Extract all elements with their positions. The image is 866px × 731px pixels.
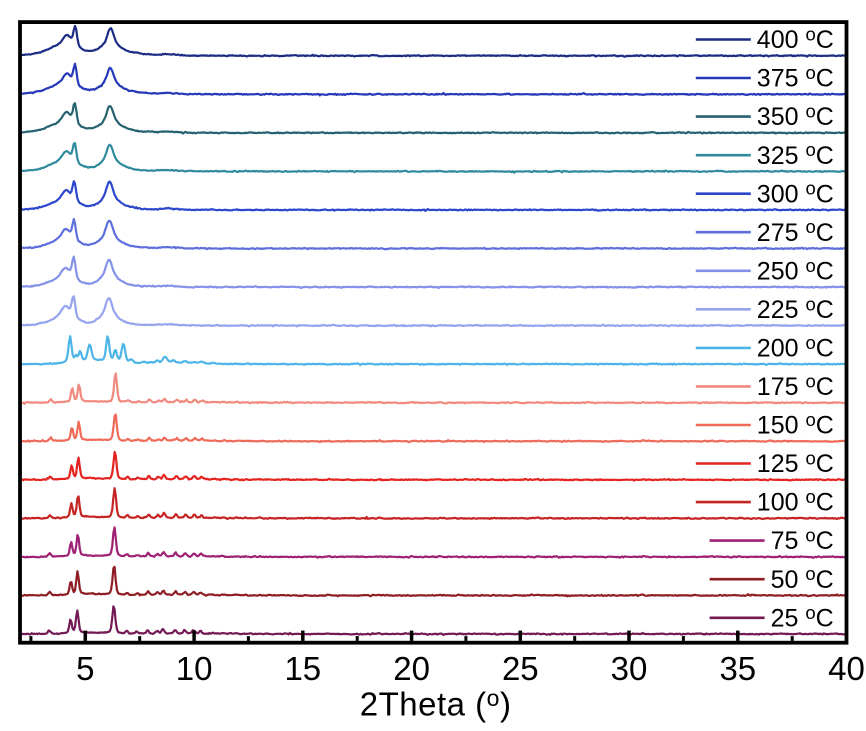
- svg-text:30: 30: [611, 650, 648, 687]
- svg-text:175 oC: 175 oC: [757, 371, 834, 402]
- svg-text:100 oC: 100 oC: [757, 486, 834, 517]
- svg-text:200 oC: 200 oC: [757, 332, 834, 363]
- svg-text:225 oC: 225 oC: [757, 293, 834, 324]
- svg-text:25: 25: [502, 650, 539, 687]
- svg-text:5: 5: [76, 650, 94, 687]
- svg-text:300 oC: 300 oC: [757, 178, 834, 209]
- svg-text:2Theta (o): 2Theta (o): [360, 685, 512, 723]
- svg-text:375 oC: 375 oC: [757, 62, 834, 93]
- svg-text:15: 15: [284, 650, 321, 687]
- svg-text:325 oC: 325 oC: [757, 139, 834, 170]
- svg-text:40: 40: [828, 650, 865, 687]
- svg-text:250 oC: 250 oC: [757, 255, 834, 286]
- svg-text:35: 35: [719, 650, 756, 687]
- svg-text:350 oC: 350 oC: [757, 101, 834, 132]
- svg-text:75 oC: 75 oC: [771, 525, 834, 556]
- svg-text:125 oC: 125 oC: [757, 448, 834, 479]
- svg-text:400 oC: 400 oC: [757, 24, 834, 55]
- svg-text:20: 20: [393, 650, 430, 687]
- svg-text:25 oC: 25 oC: [771, 602, 834, 633]
- svg-text:150 oC: 150 oC: [757, 409, 834, 440]
- svg-text:50 oC: 50 oC: [771, 563, 834, 594]
- svg-text:275 oC: 275 oC: [757, 216, 834, 247]
- svg-text:10: 10: [176, 650, 213, 687]
